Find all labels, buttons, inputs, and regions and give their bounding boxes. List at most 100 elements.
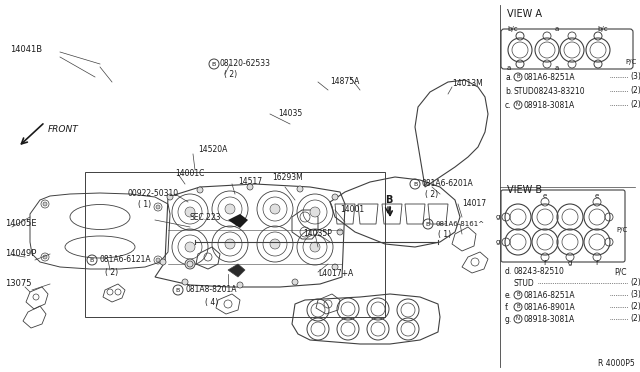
Text: B: B <box>90 257 94 263</box>
Polygon shape <box>228 264 245 277</box>
Text: 081A6-6121A: 081A6-6121A <box>99 256 150 264</box>
Text: 081A6-8901A: 081A6-8901A <box>524 302 576 311</box>
Text: 14005E: 14005E <box>5 219 36 228</box>
Text: b/c: b/c <box>507 26 518 32</box>
Text: 08918-3081A: 08918-3081A <box>524 314 575 324</box>
Text: 14013M: 14013M <box>452 80 483 89</box>
Text: ( 2): ( 2) <box>425 190 438 199</box>
Text: 00922-50310: 00922-50310 <box>128 189 179 199</box>
Text: B: B <box>426 221 430 227</box>
Text: c.: c. <box>505 100 511 109</box>
Text: B: B <box>413 182 417 186</box>
Text: b.: b. <box>505 87 512 96</box>
Text: P/C: P/C <box>614 267 627 276</box>
Text: 14520A: 14520A <box>198 145 227 154</box>
Text: 16293M: 16293M <box>272 173 303 182</box>
Text: 14001C: 14001C <box>175 170 204 179</box>
Text: (3): (3) <box>630 291 640 299</box>
Text: ( 4): ( 4) <box>205 298 218 307</box>
Circle shape <box>156 258 160 262</box>
Circle shape <box>332 264 338 270</box>
Text: g: g <box>496 239 500 245</box>
Text: VIEW B: VIEW B <box>507 185 542 195</box>
Text: 081A8-8201A: 081A8-8201A <box>185 285 237 295</box>
Circle shape <box>270 204 280 214</box>
Text: B: B <box>516 292 520 298</box>
Circle shape <box>297 186 303 192</box>
Circle shape <box>237 282 243 288</box>
Text: a: a <box>555 65 559 71</box>
Text: f: f <box>544 260 547 266</box>
Text: B: B <box>176 288 180 292</box>
Text: 08243-82510: 08243-82510 <box>514 267 565 276</box>
Text: 081A6-8251A: 081A6-8251A <box>524 73 575 81</box>
Text: a: a <box>507 65 511 71</box>
Text: e.: e. <box>505 291 512 299</box>
Text: e: e <box>543 193 547 199</box>
Circle shape <box>197 187 203 193</box>
Text: ( 1): ( 1) <box>438 231 451 240</box>
Text: P/C: P/C <box>625 59 636 65</box>
Circle shape <box>160 259 166 265</box>
Text: STUD08243-83210: STUD08243-83210 <box>514 87 586 96</box>
Text: 08918-3081A: 08918-3081A <box>524 100 575 109</box>
Circle shape <box>167 194 173 200</box>
Text: ( 2): ( 2) <box>224 70 237 78</box>
Text: 14001: 14001 <box>340 205 364 215</box>
Circle shape <box>225 239 235 249</box>
Text: g.: g. <box>505 314 512 324</box>
Text: 14875A: 14875A <box>330 77 360 87</box>
Polygon shape <box>228 214 248 228</box>
Text: ( 1): ( 1) <box>138 201 151 209</box>
Text: 08120-62533: 08120-62533 <box>220 60 271 68</box>
Text: 14517: 14517 <box>238 177 262 186</box>
Circle shape <box>270 239 280 249</box>
Text: R 4000P5: R 4000P5 <box>598 359 635 369</box>
Text: 14035: 14035 <box>278 109 302 119</box>
Text: B: B <box>385 195 392 205</box>
Text: a: a <box>555 26 559 32</box>
Text: (2): (2) <box>630 279 640 288</box>
Bar <box>85 172 385 317</box>
Circle shape <box>247 184 253 190</box>
Text: 13075: 13075 <box>5 279 31 289</box>
Text: d.: d. <box>505 267 512 276</box>
Text: L4017+A: L4017+A <box>318 269 353 279</box>
Text: B: B <box>516 74 520 80</box>
Text: B: B <box>212 61 216 67</box>
Circle shape <box>310 242 320 252</box>
Text: 14035P: 14035P <box>303 230 332 238</box>
Text: N: N <box>516 317 520 321</box>
Text: P/C: P/C <box>616 227 627 233</box>
Text: VIEW A: VIEW A <box>507 9 542 19</box>
Text: N: N <box>516 103 520 108</box>
Text: B: B <box>516 305 520 310</box>
Text: 14049P: 14049P <box>5 250 36 259</box>
Circle shape <box>292 279 298 285</box>
Text: 081A6-8251A: 081A6-8251A <box>524 291 575 299</box>
Circle shape <box>43 255 47 259</box>
Text: (2): (2) <box>630 302 640 311</box>
Text: g: g <box>496 214 500 220</box>
Text: b/c: b/c <box>597 26 608 32</box>
Text: STUD: STUD <box>514 279 535 288</box>
Text: e: e <box>595 193 599 199</box>
Text: 14041B: 14041B <box>10 45 42 55</box>
Text: (2): (2) <box>630 87 640 96</box>
Text: (2): (2) <box>630 100 640 109</box>
Text: 14017: 14017 <box>462 199 486 208</box>
Circle shape <box>310 207 320 217</box>
Text: f.: f. <box>505 302 509 311</box>
Circle shape <box>337 229 343 235</box>
Text: FRONT: FRONT <box>48 125 79 135</box>
Text: (3): (3) <box>630 73 640 81</box>
Text: SEC.223: SEC.223 <box>190 212 221 221</box>
Circle shape <box>185 259 195 269</box>
Circle shape <box>43 202 47 206</box>
Text: f: f <box>596 260 598 266</box>
Text: 081A6-8161^: 081A6-8161^ <box>435 221 484 227</box>
Text: (2): (2) <box>630 314 640 324</box>
Text: a.: a. <box>505 73 512 81</box>
Circle shape <box>182 279 188 285</box>
Circle shape <box>225 204 235 214</box>
